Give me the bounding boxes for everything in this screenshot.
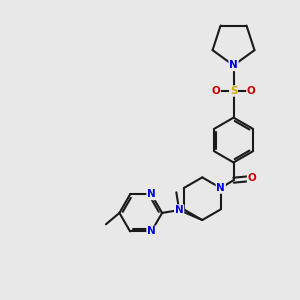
Text: O: O (212, 86, 220, 96)
Text: O: O (248, 173, 256, 183)
Text: N: N (229, 60, 238, 70)
Text: N: N (216, 183, 225, 193)
Text: N: N (175, 205, 184, 215)
Text: N: N (147, 226, 156, 236)
Text: S: S (230, 86, 237, 96)
Text: O: O (247, 86, 256, 96)
Text: N: N (147, 189, 156, 200)
